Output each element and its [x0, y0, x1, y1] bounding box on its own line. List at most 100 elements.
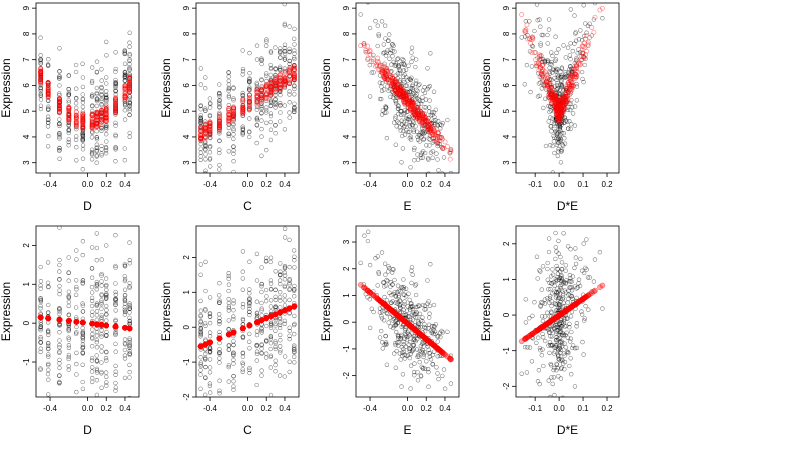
- observed-point: [217, 300, 222, 305]
- fitted-point: [127, 77, 133, 83]
- observed-point: [385, 84, 390, 89]
- fitted-point: [216, 118, 222, 124]
- fitted-point: [555, 101, 561, 107]
- fitted-point: [401, 91, 407, 97]
- fitted-point: [547, 84, 553, 90]
- fitted-point: [45, 80, 51, 86]
- fitted-point: [73, 115, 79, 121]
- fitted-point: [94, 120, 100, 126]
- fitted-point: [273, 77, 279, 83]
- fitted-point: [394, 85, 400, 91]
- fitted-point: [392, 78, 398, 84]
- fitted-point: [80, 120, 86, 126]
- observed-point: [522, 82, 527, 87]
- fitted-point: [428, 129, 434, 135]
- fitted-point: [268, 88, 274, 94]
- observed-point: [292, 48, 297, 53]
- fitted-point: [429, 127, 435, 133]
- fitted-point: [38, 69, 44, 75]
- observed-point: [379, 328, 384, 334]
- observed-point: [226, 304, 232, 309]
- observed-point: [207, 156, 213, 161]
- observed-point: [254, 104, 260, 110]
- fitted-point: [268, 78, 274, 84]
- fitted-point: [66, 113, 72, 119]
- observed-point: [103, 96, 109, 101]
- fitted-point: [45, 94, 51, 100]
- observed-point: [398, 128, 403, 133]
- fitted-point: [557, 107, 563, 113]
- fitted-point: [415, 107, 421, 113]
- fitted-point: [45, 90, 51, 96]
- observed-point: [427, 143, 432, 148]
- observed-point: [94, 378, 100, 383]
- observed-point: [38, 57, 43, 62]
- observed-point: [122, 353, 128, 358]
- observed-point: [542, 58, 548, 63]
- fitted-point: [398, 86, 404, 91]
- fitted-point: [561, 100, 566, 106]
- observed-point: [273, 306, 278, 311]
- y-tick-label: 5: [502, 108, 511, 113]
- fitted-point: [226, 120, 232, 126]
- fitted-point: [566, 82, 572, 88]
- fitted-point: [413, 112, 419, 118]
- fitted-point: [425, 118, 431, 124]
- observed-point: [419, 150, 424, 156]
- fitted-point: [385, 68, 391, 74]
- fitted-point: [560, 109, 566, 114]
- observed-point: [66, 295, 72, 301]
- fitted-point: [207, 123, 213, 129]
- observed-point: [278, 298, 283, 303]
- observed-point: [66, 367, 71, 372]
- observed-point: [46, 117, 51, 122]
- fitted-point: [556, 119, 562, 125]
- observed-point: [409, 122, 415, 128]
- fitted-point: [94, 113, 100, 119]
- fitted-point: [231, 117, 236, 123]
- observed-point: [259, 330, 264, 335]
- fitted-point: [282, 75, 288, 81]
- observed-point: [57, 373, 62, 378]
- observed-point: [264, 39, 269, 44]
- fitted-point: [56, 110, 62, 116]
- fitted-point: [216, 122, 222, 128]
- fitted-point: [589, 25, 595, 30]
- fitted-point: [73, 113, 79, 119]
- fitted-point: [564, 98, 570, 104]
- fitted-point: [407, 106, 413, 112]
- fitted-point: [66, 105, 72, 111]
- observed-point: [268, 309, 274, 314]
- observed-point: [400, 353, 405, 358]
- observed-point: [259, 101, 264, 106]
- observed-point: [273, 316, 278, 321]
- observed-point: [57, 117, 62, 122]
- observed-point: [198, 308, 203, 313]
- observed-point: [393, 365, 398, 370]
- observed-point: [231, 308, 236, 313]
- fitted-point: [570, 83, 576, 89]
- fitted-point: [552, 104, 558, 110]
- fitted-point: [400, 86, 406, 92]
- fitted-point: [392, 78, 397, 84]
- observed-point: [282, 55, 288, 61]
- fitted-point: [273, 76, 279, 82]
- fitted-point: [561, 92, 567, 98]
- observed-point: [226, 363, 231, 368]
- fitted-point: [259, 93, 264, 99]
- fitted-point: [435, 139, 440, 145]
- observed-point: [278, 269, 283, 274]
- observed-point: [268, 298, 274, 303]
- fitted-point: [268, 91, 274, 97]
- fitted-point: [574, 61, 580, 67]
- fitted-point: [263, 83, 269, 89]
- observed-point: [268, 259, 273, 265]
- fitted-point: [246, 98, 252, 104]
- observed-point: [45, 328, 51, 333]
- fitted-point: [80, 119, 86, 125]
- observed-point: [259, 308, 264, 313]
- fitted-point: [94, 109, 100, 115]
- observed-point: [89, 266, 95, 271]
- y-tick-label: 6: [342, 83, 351, 88]
- fitted-point: [122, 86, 128, 92]
